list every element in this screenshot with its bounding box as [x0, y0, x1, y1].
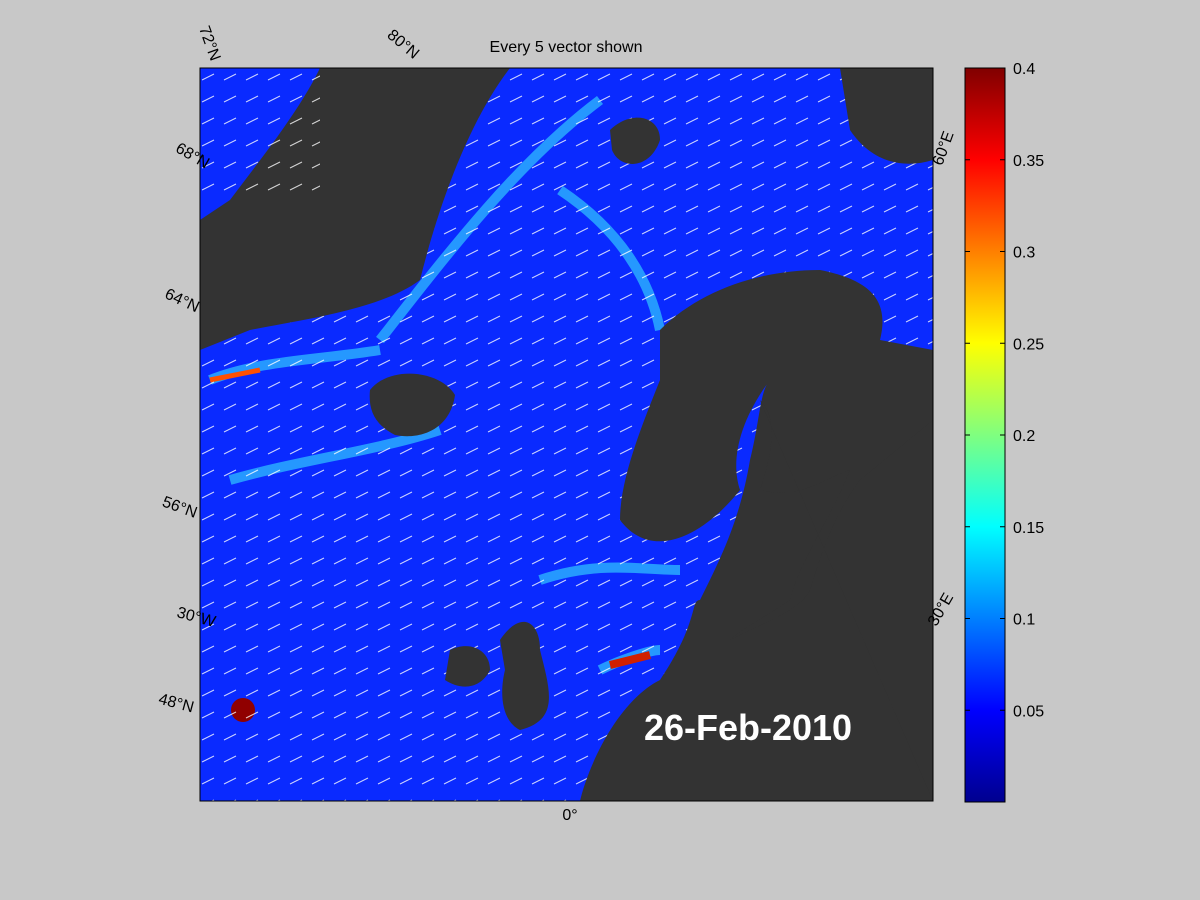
- vectors: [200, 68, 320, 198]
- grid-label: 0°: [562, 807, 577, 824]
- grid-label: 64°N: [162, 286, 202, 317]
- colorbar-tick-label: 0.05: [1013, 703, 1044, 720]
- land-iceland: [369, 373, 455, 437]
- grid-label: 60°E: [930, 129, 958, 168]
- grid-label: 56°N: [160, 494, 199, 522]
- land-svalbard: [610, 117, 660, 164]
- colorbar-tick-label: 0.3: [1013, 245, 1035, 262]
- grid-label: 80°N: [384, 27, 422, 63]
- colorbar-tick-label: 0.2: [1013, 428, 1035, 445]
- colorbar-tick-label: 0.25: [1013, 336, 1044, 353]
- map: [200, 68, 933, 801]
- land-east: [730, 400, 933, 801]
- grid-label: 48°N: [157, 691, 196, 717]
- land-novaya-zemlya: [840, 68, 933, 164]
- colorbar-tick-label: 0.4: [1013, 61, 1035, 78]
- land-britain: [500, 621, 549, 730]
- map-frame: [199, 67, 934, 802]
- land-europe: [580, 270, 933, 801]
- colorbar-tick-label: 0.35: [1013, 153, 1044, 170]
- colorbar-tick-label: 0.15: [1013, 520, 1044, 537]
- colorbar-ticks: 0.05 0.1 0.15 0.2 0.25 0.3 0.35 0.4: [965, 61, 1044, 720]
- land-ireland: [445, 646, 490, 687]
- colorbar: [964, 67, 1006, 803]
- map-title: Every 5 vector shown: [490, 39, 643, 56]
- colorbar-tick-label: 0.1: [1013, 612, 1035, 629]
- date-label: 26-Feb-2010: [644, 707, 852, 748]
- grid-label: 72°N: [195, 24, 223, 63]
